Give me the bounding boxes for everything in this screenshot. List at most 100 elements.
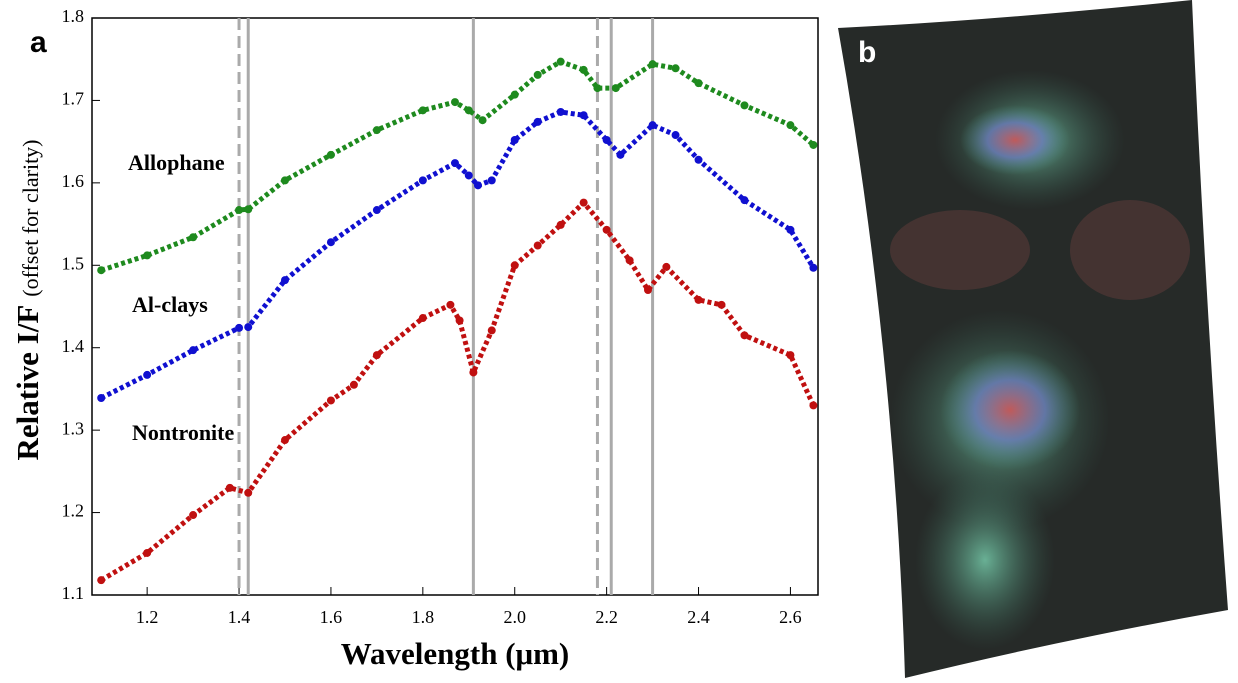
data-point [671,64,680,73]
data-point [418,314,427,323]
data-point [143,370,152,379]
data-point [372,351,381,360]
y-tick-label: 1.2 [62,501,85,521]
data-point [671,131,680,140]
data-point [694,155,703,164]
data-point [244,488,253,497]
data-point [478,116,487,125]
data-point [418,176,427,185]
data-point [469,368,478,377]
data-point [143,548,152,557]
data-point [349,380,358,389]
data-point [786,225,795,234]
data-point [809,140,818,149]
data-point [418,106,427,115]
data-point [326,150,335,159]
data-point [786,351,795,360]
data-point [280,276,289,285]
data-point [740,331,749,340]
series-label: Allophane [128,150,225,175]
data-point [602,225,611,234]
data-point [533,241,542,250]
data-point [510,135,519,144]
data-point [372,126,381,135]
data-point [602,135,611,144]
x-tick-label: 1.2 [136,607,159,627]
data-point [97,266,106,275]
x-tick-label: 2.2 [595,607,618,627]
data-point [533,117,542,126]
data-point [579,111,588,120]
data-point [648,121,657,130]
y-axis-note: (offset for clarity) [18,139,43,296]
x-axis-label: Wavelength (μm) [341,636,570,671]
data-point [451,98,459,107]
data-point [740,101,749,110]
series-line [100,58,816,273]
data-point [455,316,464,325]
x-tick-label: 1.4 [228,607,251,627]
data-point [280,436,289,445]
y-axis-title: Relative I/F [10,305,45,461]
data-point [593,84,602,93]
data-point [97,576,106,585]
panel-label: b [858,36,876,69]
y-tick-label: 1.3 [62,418,85,438]
data-point [694,79,703,88]
data-point [372,206,381,215]
data-point [662,262,671,271]
x-tick-label: 2.4 [687,607,710,627]
y-axis-label: Relative I/F (offset for clarity) [10,139,45,460]
data-point [625,256,634,265]
data-point [189,511,198,520]
data-point [809,263,818,272]
data-point [510,261,519,270]
data-point [473,181,482,190]
data-point [189,233,198,242]
data-point [97,393,106,402]
data-point [556,220,565,229]
data-point [611,84,620,93]
data-point [556,57,565,66]
data-point [556,107,565,116]
data-point [487,176,496,185]
data-point [786,121,795,130]
x-tick-label: 1.8 [412,607,435,627]
data-point [616,150,625,159]
x-tick-label: 2.0 [503,607,526,627]
data-point [648,60,657,69]
data-point [464,171,473,180]
data-point [225,483,234,492]
y-tick-label: 1.1 [62,583,85,603]
data-point [464,106,473,115]
y-tick-label: 1.5 [62,253,85,273]
data-point [280,176,289,185]
data-point [579,198,588,207]
data-point [740,196,749,205]
x-tick-label: 1.6 [320,607,343,627]
series-label: Al-clays [132,292,208,317]
data-point [446,300,455,309]
data-point [143,251,152,260]
y-tick-label: 1.8 [62,6,85,26]
series-line [99,198,816,583]
data-point [235,323,244,332]
y-tick-label: 1.7 [62,89,85,109]
data-point [579,65,588,74]
data-point [326,396,335,405]
panel-label: a [30,26,47,59]
plot-frame [91,17,819,596]
y-tick-label: 1.4 [62,336,85,356]
data-point [717,300,726,309]
data-point [643,286,652,295]
data-point [809,401,818,410]
data-point [189,346,198,355]
y-tick-label: 1.6 [62,171,85,191]
data-point [451,159,459,168]
data-point [235,206,244,215]
data-point [487,326,496,335]
data-point [244,323,253,332]
data-point [694,295,703,304]
data-point [326,238,335,247]
